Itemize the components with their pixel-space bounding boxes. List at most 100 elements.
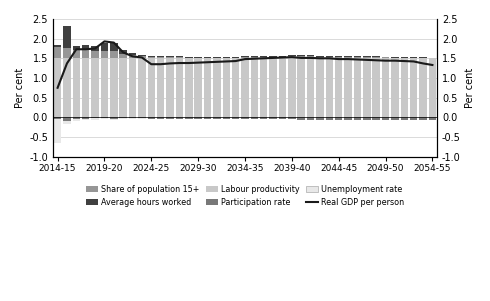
Bar xyxy=(63,48,71,58)
Real GDP per person xyxy=(214,60,220,64)
Bar xyxy=(147,57,155,58)
Bar xyxy=(213,57,220,58)
Real GDP per person xyxy=(139,56,145,59)
Real GDP per person xyxy=(176,61,182,65)
Bar xyxy=(54,58,61,117)
Legend: Share of population 15+, Average hours worked, Labour productivity, Participatio: Share of population 15+, Average hours w… xyxy=(82,182,408,210)
Real GDP per person xyxy=(167,62,173,65)
Real GDP per person xyxy=(308,56,314,60)
Real GDP per person xyxy=(205,61,211,64)
Bar xyxy=(157,117,165,119)
Bar xyxy=(213,58,220,117)
Bar xyxy=(279,57,286,58)
Bar xyxy=(73,58,80,117)
Bar xyxy=(335,58,343,117)
Bar xyxy=(175,117,183,119)
Bar xyxy=(91,51,99,58)
Real GDP per person xyxy=(354,58,360,61)
Bar xyxy=(429,58,436,117)
Real GDP per person xyxy=(64,62,70,65)
Bar xyxy=(270,58,277,117)
Bar xyxy=(204,117,211,119)
Bar xyxy=(138,55,146,56)
Bar xyxy=(63,117,71,121)
Bar xyxy=(138,58,146,117)
Bar xyxy=(335,117,343,119)
Bar xyxy=(344,58,352,117)
Real GDP per person xyxy=(420,62,426,65)
Bar xyxy=(222,57,230,58)
Bar xyxy=(222,117,230,119)
Bar xyxy=(354,117,361,119)
Bar xyxy=(344,56,352,57)
Bar xyxy=(288,55,295,56)
Y-axis label: Per cent: Per cent xyxy=(15,68,25,108)
Bar xyxy=(344,117,352,119)
Bar xyxy=(110,117,118,119)
Bar xyxy=(270,56,277,57)
Real GDP per person xyxy=(186,61,192,65)
Bar xyxy=(400,117,408,119)
Bar xyxy=(54,119,61,143)
Bar xyxy=(63,58,71,117)
Bar xyxy=(316,57,324,58)
Bar xyxy=(260,57,268,58)
Bar xyxy=(391,58,399,117)
Bar xyxy=(297,117,305,119)
Bar xyxy=(129,118,136,119)
Bar xyxy=(400,57,408,58)
Bar xyxy=(195,57,202,58)
Bar xyxy=(129,53,136,55)
Bar xyxy=(100,118,108,119)
Real GDP per person xyxy=(326,57,332,60)
Bar xyxy=(419,117,427,119)
Bar xyxy=(204,57,211,58)
Bar xyxy=(185,57,193,58)
Real GDP per person xyxy=(101,40,107,43)
Real GDP per person xyxy=(429,63,435,67)
Bar xyxy=(279,56,286,57)
Bar xyxy=(270,57,277,58)
Bar xyxy=(241,57,249,58)
Bar xyxy=(166,117,174,119)
Bar xyxy=(157,58,165,117)
Bar xyxy=(279,117,286,119)
Bar xyxy=(120,58,127,117)
Line: Real GDP per person: Real GDP per person xyxy=(58,42,432,88)
Bar xyxy=(250,58,258,117)
Bar xyxy=(100,51,108,58)
Bar xyxy=(166,56,174,57)
Bar xyxy=(307,117,315,119)
Bar xyxy=(129,55,136,58)
Bar xyxy=(63,26,71,48)
Bar xyxy=(270,117,277,119)
Bar xyxy=(316,56,324,57)
Bar xyxy=(185,58,193,117)
Real GDP per person xyxy=(158,62,164,66)
Bar xyxy=(325,117,333,119)
Bar xyxy=(175,56,183,57)
Bar xyxy=(288,56,295,58)
Bar xyxy=(297,56,305,58)
Bar xyxy=(54,47,61,58)
Bar xyxy=(91,118,99,119)
Bar xyxy=(419,57,427,58)
Bar xyxy=(185,117,193,119)
Bar xyxy=(91,117,99,118)
Bar xyxy=(82,119,90,120)
Real GDP per person xyxy=(195,61,201,64)
Bar xyxy=(129,117,136,119)
Bar xyxy=(363,56,370,57)
Real GDP per person xyxy=(279,56,285,59)
Real GDP per person xyxy=(411,60,416,63)
Bar xyxy=(129,58,136,117)
Bar xyxy=(147,117,155,119)
Y-axis label: Per cent: Per cent xyxy=(465,68,475,108)
Bar xyxy=(73,46,80,51)
Bar xyxy=(120,118,127,119)
Bar xyxy=(110,42,118,51)
Bar xyxy=(382,117,390,119)
Bar xyxy=(73,117,80,119)
Bar xyxy=(250,56,258,57)
Bar xyxy=(391,117,399,119)
